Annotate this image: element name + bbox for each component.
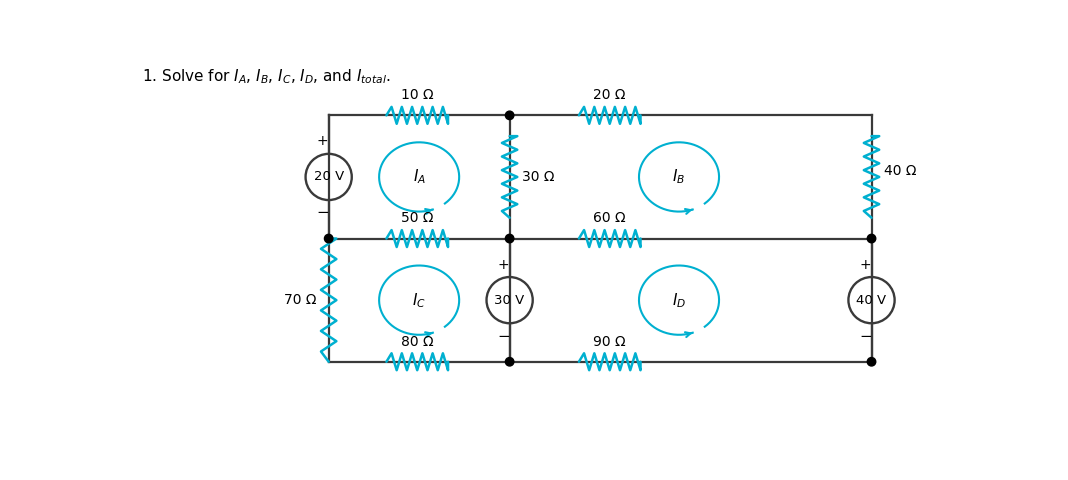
Circle shape xyxy=(867,234,876,243)
Text: +: + xyxy=(498,258,509,272)
Text: 40 Ω: 40 Ω xyxy=(884,164,916,178)
Text: 80 Ω: 80 Ω xyxy=(400,335,434,348)
Text: 30 Ω: 30 Ω xyxy=(522,170,554,184)
Text: $I_{A}$: $I_{A}$ xyxy=(412,168,426,186)
Text: 70 Ω: 70 Ω xyxy=(284,293,316,307)
Text: 1. Solve for $I_A$, $I_B$, $I_C$, $I_D$, and $I_{total}$.: 1. Solve for $I_A$, $I_B$, $I_C$, $I_D$,… xyxy=(142,67,391,85)
Text: $I_{B}$: $I_{B}$ xyxy=(673,168,686,186)
Text: 40 V: 40 V xyxy=(857,294,886,307)
Text: +: + xyxy=(860,258,871,272)
Text: −: − xyxy=(497,329,509,344)
Text: 30 V: 30 V xyxy=(494,294,524,307)
Text: 20 Ω: 20 Ω xyxy=(594,88,626,102)
Circle shape xyxy=(505,111,514,120)
Text: $I_{D}$: $I_{D}$ xyxy=(672,291,686,310)
Text: 20 V: 20 V xyxy=(314,170,344,183)
Text: $I_{C}$: $I_{C}$ xyxy=(412,291,426,310)
Text: +: + xyxy=(317,134,328,148)
Text: −: − xyxy=(859,329,871,344)
Text: 90 Ω: 90 Ω xyxy=(594,335,626,348)
Text: 60 Ω: 60 Ω xyxy=(594,212,626,226)
Text: 10 Ω: 10 Ω xyxy=(400,88,434,102)
Circle shape xyxy=(505,234,514,243)
Circle shape xyxy=(325,234,333,243)
Circle shape xyxy=(505,358,514,366)
Text: −: − xyxy=(316,205,329,220)
Circle shape xyxy=(867,358,876,366)
Text: 50 Ω: 50 Ω xyxy=(400,212,434,226)
